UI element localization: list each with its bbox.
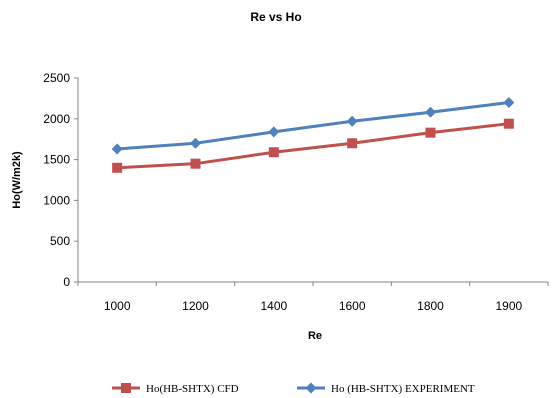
data-point: [504, 119, 514, 129]
x-tick-labels: 1000 1200 1400 1600 1800 1900: [78, 282, 548, 313]
legend-item: Ho(HB-SHTX) CFD: [112, 383, 239, 395]
x-tick-label: 1200: [182, 299, 209, 313]
y-tick-label: 1000: [43, 193, 70, 207]
data-point: [269, 147, 279, 157]
data-point: [112, 143, 123, 154]
data-point: [190, 138, 201, 149]
series-2: [112, 97, 515, 155]
axes: [78, 78, 548, 282]
data-point: [347, 138, 357, 148]
legend: Ho(HB-SHTX) CFD Ho (HB-SHTX) EXPERIMENT: [112, 383, 475, 396]
series-line: [117, 102, 509, 149]
data-point: [112, 163, 122, 173]
data-point: [503, 97, 514, 108]
x-tick-label: 1900: [495, 299, 522, 313]
data-point: [347, 116, 358, 127]
x-tick-label: 1400: [260, 299, 287, 313]
y-axis-title: Ho(W/m2k): [11, 151, 23, 209]
series-layer: [112, 97, 515, 173]
legend-item: Ho (HB-SHTX) EXPERIMENT: [297, 383, 475, 396]
y-tick-label: 1500: [43, 153, 70, 167]
data-point: [425, 107, 436, 118]
legend-marker: [306, 383, 317, 394]
x-tick-label: 1600: [339, 299, 366, 313]
x-axis-title: Re: [308, 330, 322, 342]
y-tick-label: 0: [63, 275, 70, 289]
x-tick-label: 1000: [104, 299, 131, 313]
y-tick-label: 2500: [43, 71, 70, 85]
y-tick-label: 2000: [43, 112, 70, 126]
data-point: [426, 128, 436, 138]
legend-label: Ho(HB-SHTX) CFD: [146, 383, 239, 395]
y-tick-label: 500: [50, 234, 70, 248]
data-point: [268, 126, 279, 137]
legend-marker: [121, 383, 131, 393]
legend-label: Ho (HB-SHTX) EXPERIMENT: [331, 383, 475, 395]
chart-title: Re vs Ho: [250, 10, 301, 24]
x-tick-label: 1800: [417, 299, 444, 313]
data-point: [191, 159, 201, 169]
y-tick-labels: 0 500 1000 1500 2000 2500: [43, 71, 78, 289]
